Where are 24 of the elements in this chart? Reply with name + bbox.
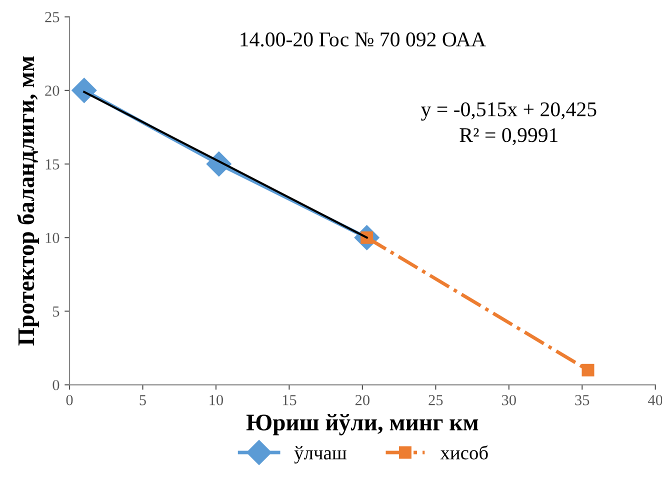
y-tick-label: 15: [46, 159, 60, 170]
y-tick-label: 25: [45, 12, 60, 22]
point: [72, 78, 97, 103]
y-tick-label: 5: [53, 306, 60, 317]
point: [582, 364, 594, 376]
x-tick-label: 15: [282, 395, 296, 406]
x-tick-label: 5: [140, 395, 146, 406]
x-tick-label: 25: [428, 395, 443, 406]
y-tick-label: 0: [52, 380, 60, 390]
x-tick-label: 20: [355, 394, 370, 406]
legend-label: хисоб: [440, 445, 488, 460]
y-tick-label: 10: [46, 232, 60, 244]
x-tick-label: 10: [210, 394, 224, 406]
legend-label: ўлчаш: [294, 446, 346, 464]
x-tick-label: 35: [575, 395, 590, 406]
text: 14.00-20 Гос № 70 092 ОАА: [240, 32, 486, 47]
x-tick-label: 30: [502, 394, 516, 406]
x-axis-title: Юриш йўли, минг км: [246, 414, 478, 436]
annotation: R² = 0,9991: [460, 128, 558, 146]
y-tick-label: 20: [45, 86, 60, 96]
annotation: y = -0,515x + 20,425: [421, 102, 596, 121]
x-tick-label: 40: [648, 394, 662, 406]
x-tick-label: 0: [66, 394, 73, 406]
y-axis-title: Протектор баландлиги, мм: [17, 56, 39, 346]
